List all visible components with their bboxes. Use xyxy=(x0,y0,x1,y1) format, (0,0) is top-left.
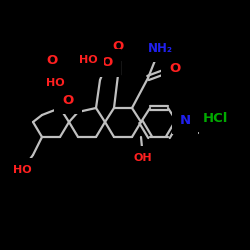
Text: HCl: HCl xyxy=(202,112,228,124)
Text: NH₂: NH₂ xyxy=(148,42,172,54)
Text: OH: OH xyxy=(134,153,152,163)
Text: HO: HO xyxy=(79,55,97,65)
Text: HO: HO xyxy=(46,78,64,88)
Text: HO: HO xyxy=(13,165,31,175)
Text: O: O xyxy=(46,54,58,66)
Text: N: N xyxy=(180,114,190,126)
Text: O: O xyxy=(170,62,180,74)
Text: O: O xyxy=(62,94,74,106)
Text: O: O xyxy=(102,56,112,70)
Text: O: O xyxy=(112,40,124,54)
